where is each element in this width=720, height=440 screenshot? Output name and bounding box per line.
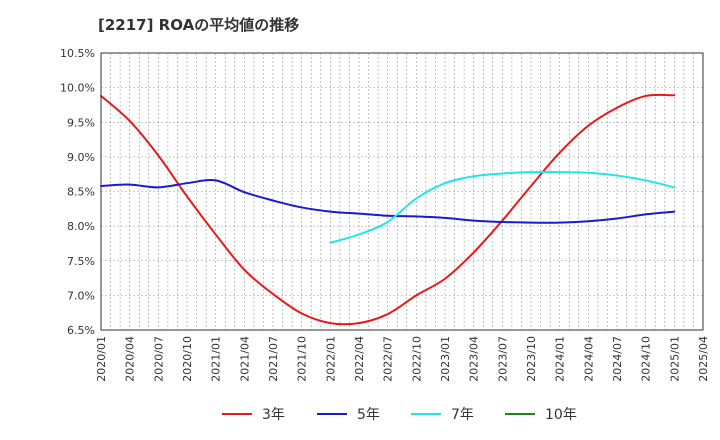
legend-label: 3年 bbox=[262, 407, 285, 423]
y-tick-label: 6.5% bbox=[67, 324, 95, 337]
y-axis-ticks: 6.5% 7.0% 7.5% 8.0% 8.5% 9.0% 9.5% 10.0% 10.5% bbox=[60, 47, 95, 337]
y-tick-label: 10.5% bbox=[60, 47, 95, 60]
x-tick-label: 2022/01 bbox=[324, 336, 337, 382]
series-line-2 bbox=[329, 170, 676, 244]
x-tick-label: 2025/04 bbox=[697, 336, 710, 382]
x-tick-label: 2023/07 bbox=[496, 336, 509, 382]
x-tick-label: 2020/07 bbox=[152, 336, 165, 382]
y-tick-label: 8.5% bbox=[67, 186, 95, 199]
x-tick-label: 2021/04 bbox=[238, 336, 251, 382]
y-tick-label: 7.5% bbox=[67, 255, 95, 268]
y-tick-label: 10.0% bbox=[60, 82, 95, 95]
series-line-1 bbox=[100, 179, 676, 224]
x-tick-label: 2025/01 bbox=[668, 336, 681, 382]
legend-label: 5年 bbox=[357, 407, 380, 423]
legend-label: 7年 bbox=[451, 407, 474, 423]
grid-lines bbox=[101, 53, 703, 330]
x-tick-label: 2023/04 bbox=[468, 336, 481, 382]
x-tick-label: 2022/10 bbox=[410, 336, 423, 382]
series-line-0 bbox=[100, 93, 676, 326]
x-tick-label: 2024/04 bbox=[582, 336, 595, 382]
x-tick-label: 2022/04 bbox=[353, 336, 366, 382]
y-tick-label: 9.5% bbox=[67, 116, 95, 129]
x-tick-label: 2020/01 bbox=[95, 336, 108, 382]
x-tick-label: 2020/10 bbox=[181, 336, 194, 382]
legend-label: 10年 bbox=[545, 407, 577, 423]
chart-title: [2217] ROAの平均値の推移 bbox=[98, 16, 300, 34]
x-tick-label: 2024/07 bbox=[611, 336, 624, 382]
y-tick-label: 7.0% bbox=[67, 289, 95, 302]
legend: 3年 5年 7年 10年 bbox=[222, 407, 577, 423]
y-tick-label: 9.0% bbox=[67, 151, 95, 164]
y-tick-label: 8.0% bbox=[67, 220, 95, 233]
x-tick-label: 2021/01 bbox=[210, 336, 223, 382]
x-tick-label: 2023/10 bbox=[525, 336, 538, 382]
series-lines bbox=[100, 93, 676, 326]
x-tick-label: 2020/04 bbox=[124, 336, 137, 382]
x-tick-label: 2021/10 bbox=[296, 336, 309, 382]
x-axis-ticks: 2020/01 2020/04 2020/07 2020/10 2021/01 2021/… bbox=[95, 336, 710, 382]
x-tick-label: 2021/07 bbox=[267, 336, 280, 382]
x-tick-label: 2024/10 bbox=[640, 336, 653, 382]
plot-frame bbox=[100, 52, 704, 331]
x-tick-label: 2024/01 bbox=[554, 336, 567, 382]
x-tick-label: 2023/01 bbox=[439, 336, 452, 382]
x-tick-label: 2022/07 bbox=[382, 336, 395, 382]
